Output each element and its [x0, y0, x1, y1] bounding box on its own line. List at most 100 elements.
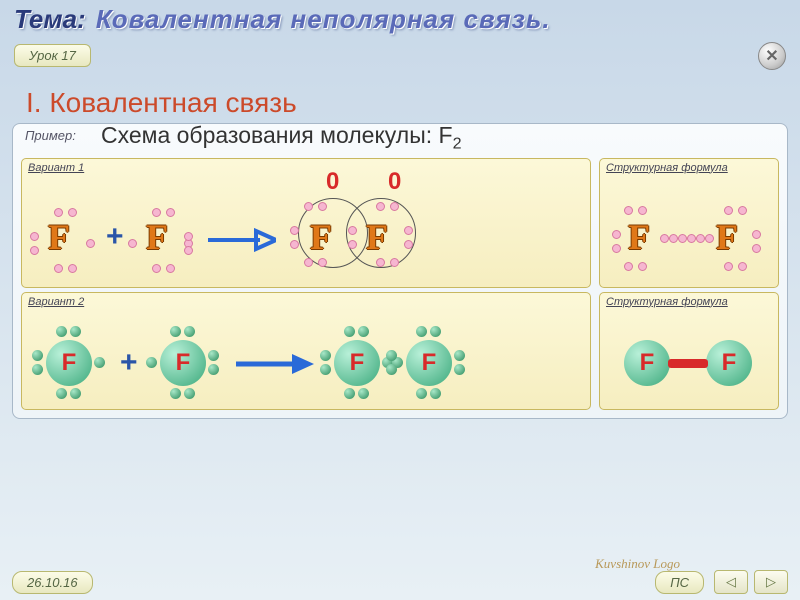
close-icon: ✕ [765, 46, 778, 66]
electron-dot [166, 208, 175, 217]
f-atom-ball: F [624, 340, 670, 386]
variant1-diagram: F+F00FF [28, 176, 584, 298]
electron-dot [660, 234, 669, 243]
arrow-icon [206, 228, 276, 252]
f-atom-ball: F [406, 340, 452, 386]
electron-dot [752, 244, 761, 253]
electron-ball [454, 350, 465, 361]
electron-dot [376, 258, 385, 267]
electron-dot [30, 232, 39, 241]
variant1-label: Вариант 1 [28, 162, 584, 174]
date-pill: 26.10.16 [12, 571, 93, 594]
variant1-struct-diagram: FF [606, 176, 772, 298]
electron-ball [430, 388, 441, 399]
electron-dot [376, 202, 385, 211]
electron-dot [54, 264, 63, 273]
f-atom-letter: F [716, 216, 738, 258]
electron-ball [32, 350, 43, 361]
variant1-struct: Структурная формула FF [599, 158, 779, 288]
nav-prev-button[interactable]: ◁ [714, 570, 748, 594]
electron-ball [146, 357, 157, 368]
f-atom-ball: F [46, 340, 92, 386]
f-atom-letter: F [310, 216, 332, 258]
electron-dot [404, 240, 413, 249]
electron-dot [184, 232, 193, 241]
electron-ball [170, 326, 181, 337]
electron-ball [358, 326, 369, 337]
title-bar: Тема: Ковалентная неполярная связь. [0, 0, 800, 37]
variant2-diagram: F+FFF [28, 310, 584, 420]
electron-ball [430, 326, 441, 337]
variant1-row: Вариант 1 F+F00FF Структурная формула FF [21, 158, 779, 288]
title-subject: Ковалентная неполярная связь. [96, 4, 551, 35]
plus-sign: + [120, 346, 138, 380]
electron-dot [724, 206, 733, 215]
electron-dot [687, 234, 696, 243]
electron-ball [320, 350, 331, 361]
variant2-main: Вариант 2 F+FFF [21, 292, 591, 410]
electron-dot [738, 206, 747, 215]
subtitle-subscript: 2 [453, 135, 462, 153]
variant2-label: Вариант 2 [28, 296, 584, 308]
plus-sign: + [106, 220, 124, 254]
electron-dot [738, 262, 747, 271]
electron-dot [304, 202, 313, 211]
electron-dot [128, 239, 137, 248]
electron-ball [70, 326, 81, 337]
ps-button[interactable]: ПС [655, 571, 704, 594]
f-atom-letter: F [366, 216, 388, 258]
electron-ball [170, 388, 181, 399]
electron-dot [290, 240, 299, 249]
electron-ball [184, 326, 195, 337]
electron-dot [404, 226, 413, 235]
electron-ball [56, 326, 67, 337]
lesson-tab: Урок 17 [14, 44, 91, 67]
electron-dot [624, 262, 633, 271]
electron-dot [68, 208, 77, 217]
electron-dot [638, 206, 647, 215]
electron-dot [705, 234, 714, 243]
variant2-row: Вариант 2 F+FFF Структурная формула FF [21, 292, 779, 410]
electron-dot [86, 239, 95, 248]
section-heading: I. Ковалентная связь [26, 87, 800, 119]
electron-dot [390, 202, 399, 211]
f-atom-letter: F [628, 216, 650, 258]
electron-ball [386, 350, 397, 361]
electron-dot [612, 230, 621, 239]
f-atom-ball: F [334, 340, 380, 386]
electron-dot [304, 258, 313, 267]
electron-dot [290, 226, 299, 235]
electron-dot [54, 208, 63, 217]
subtitle-prefix: Схема образования молекулы: [101, 122, 439, 148]
electron-dot [152, 208, 161, 217]
electron-ball [416, 326, 427, 337]
electron-dot [390, 258, 399, 267]
nav-next-button[interactable]: ▷ [754, 570, 788, 594]
electron-ball [344, 326, 355, 337]
electron-dot [624, 206, 633, 215]
electron-dot [166, 264, 175, 273]
f-atom-letter: F [146, 216, 168, 258]
variant1-main: Вариант 1 F+F00FF [21, 158, 591, 288]
subtitle: Схема образования молекулы: F2 [101, 122, 779, 154]
electron-dot [724, 262, 733, 271]
example-panel: Пример: Схема образования молекулы: F2 В… [12, 123, 788, 419]
electron-dot [669, 234, 678, 243]
electron-ball [386, 364, 397, 375]
electron-dot [348, 226, 357, 235]
electron-ball [208, 350, 219, 361]
oxidation-zero: 0 [326, 168, 339, 196]
electron-ball [320, 364, 331, 375]
f-atom-ball: F [160, 340, 206, 386]
electron-dot [152, 264, 161, 273]
electron-dot [752, 230, 761, 239]
electron-ball [56, 388, 67, 399]
electron-ball [344, 388, 355, 399]
close-button[interactable]: ✕ [758, 42, 786, 70]
electron-ball [416, 388, 427, 399]
title-theme: Тема: [14, 4, 86, 35]
bottom-bar: 26.10.16 ПС ◁ ▷ [0, 570, 800, 594]
electron-dot [184, 246, 193, 255]
bond-bar [668, 359, 708, 368]
electron-dot [30, 246, 39, 255]
